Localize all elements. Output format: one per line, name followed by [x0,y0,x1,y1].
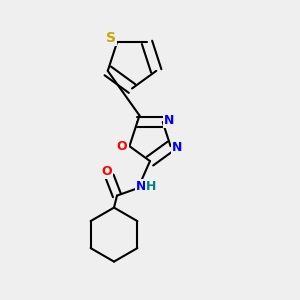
Text: O: O [101,165,112,178]
Text: H: H [146,180,157,193]
Text: N: N [172,141,182,154]
Text: S: S [106,31,116,45]
Text: O: O [117,140,127,153]
Text: N: N [164,114,175,127]
Text: N: N [136,180,146,193]
